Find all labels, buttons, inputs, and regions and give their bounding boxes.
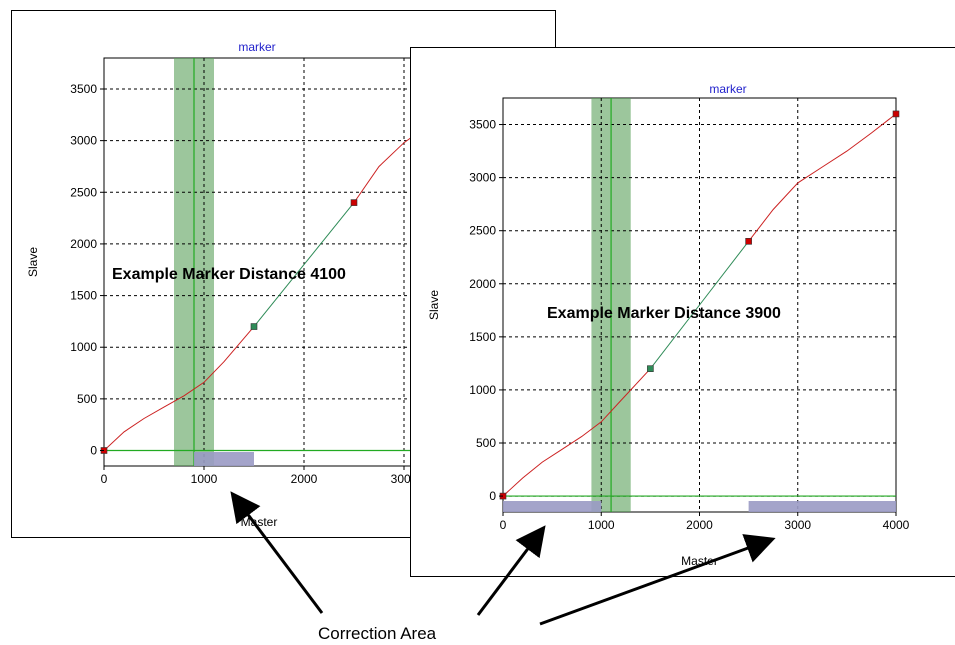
- y-axis-title: Slave: [26, 247, 40, 277]
- y-tick-label: 3500: [469, 118, 496, 132]
- y-tick-label: 0: [90, 444, 97, 458]
- x-tick-label: 2000: [291, 472, 318, 486]
- correction-area-bar: [194, 452, 254, 466]
- x-tick-label: 4000: [883, 518, 910, 532]
- correction-area-label: Correction Area: [318, 624, 437, 643]
- x-tick-label: 0: [500, 518, 507, 532]
- y-tick-label: 2500: [70, 185, 97, 199]
- plot-content: [104, 58, 414, 466]
- y-tick-label: 2000: [70, 237, 97, 251]
- chart-panel-right: 0 1000 2000 3000 4000 0 500 1000 1500 2000 2500 300…: [410, 47, 955, 577]
- marker-distance-label: Example Marker Distance 3900: [547, 305, 781, 322]
- x-tick-label: 0: [101, 472, 108, 486]
- curve-segment-red: [503, 368, 651, 497]
- curve-segment-red: [104, 326, 255, 451]
- y-tick-label: 500: [476, 436, 496, 450]
- data-point: [892, 110, 900, 118]
- y-tick-label: 1500: [70, 289, 97, 303]
- data-point: [350, 199, 358, 206]
- correction-area-bar: [503, 501, 602, 512]
- x-tick-label: 3000: [784, 518, 811, 532]
- curve-segment-red: [748, 113, 896, 242]
- chart-left: 0 1000 2000 3000050010001500200025003000350…: [26, 40, 418, 529]
- x-axis-title: Master: [241, 515, 278, 529]
- marker-distance-label: Example Marker Distance 4100: [112, 266, 346, 283]
- plot-content: [503, 98, 896, 512]
- chart-right: 0 1000 2000 3000 4000 0 500 1000 1500 2000 2500 300…: [427, 82, 910, 568]
- curve-segment-red: [353, 135, 414, 203]
- curve-segment-green: [650, 240, 749, 370]
- y-tick-label: 3000: [70, 134, 97, 148]
- x-axis-title: Master: [681, 554, 718, 568]
- y-tick-label: 2000: [469, 277, 496, 291]
- data-point: [745, 238, 752, 245]
- y-tick-label: 3000: [469, 171, 496, 185]
- y-tick-label: 1500: [469, 330, 496, 344]
- data-point: [647, 365, 654, 372]
- x-tick-label: 2000: [686, 518, 713, 532]
- data-point: [250, 323, 258, 330]
- plot-area: [103, 57, 415, 467]
- curve-segment-green: [253, 202, 355, 327]
- correction-area-bar: [748, 501, 896, 512]
- y-tick-label: 1000: [70, 340, 97, 354]
- y-tick-label: 500: [77, 392, 97, 406]
- y-tick-label: 3500: [70, 82, 97, 96]
- y-tick-label: 2500: [469, 224, 496, 238]
- y-tick-label: 0: [489, 489, 496, 503]
- chart-title: marker: [709, 82, 746, 96]
- x-tick-label: 1000: [588, 518, 615, 532]
- y-axis-title: Slave: [427, 290, 441, 320]
- y-tick-label: 1000: [469, 383, 496, 397]
- chart-title: marker: [238, 40, 275, 54]
- x-tick-label: 1000: [191, 472, 218, 486]
